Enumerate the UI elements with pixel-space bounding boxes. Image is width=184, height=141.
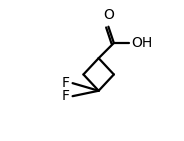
Text: F: F [62,89,70,103]
Text: OH: OH [131,36,153,50]
Text: O: O [103,8,114,22]
Text: F: F [62,76,70,90]
